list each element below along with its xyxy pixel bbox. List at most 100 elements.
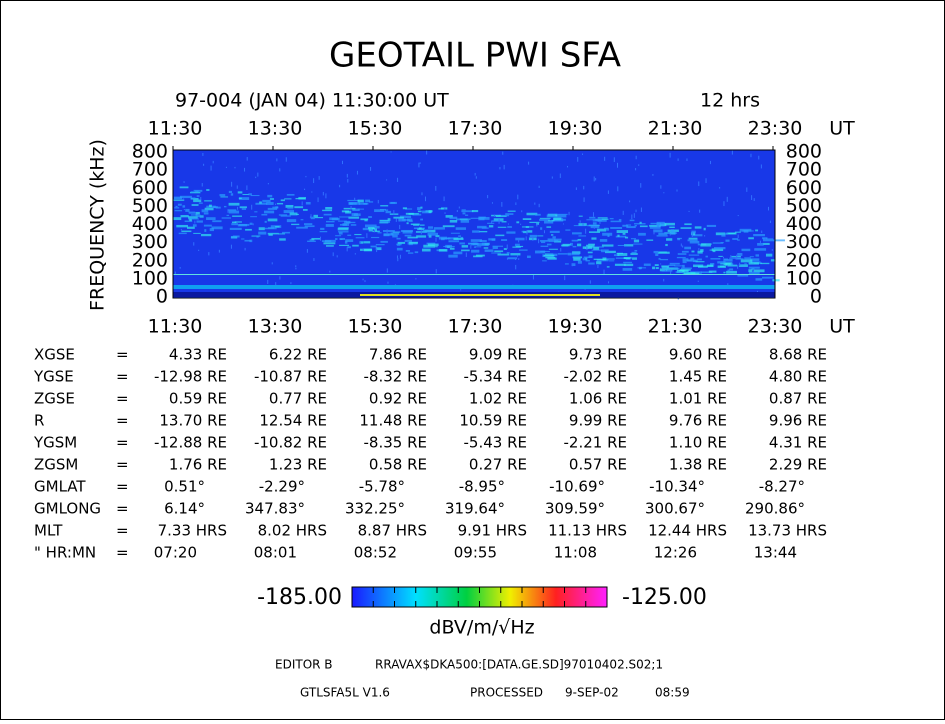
spec-cell — [723, 271, 726, 274]
spec-cell — [329, 217, 339, 221]
spec-cell — [615, 257, 628, 259]
spec-cell — [741, 248, 751, 252]
spec-cell — [692, 260, 697, 263]
row-value: 9.96 RE — [769, 412, 827, 430]
row-value: 7.86 RE — [369, 346, 427, 364]
spec-cell — [771, 249, 773, 251]
spec-cell — [548, 248, 558, 250]
time-label-top: 11:30 — [148, 118, 203, 140]
spec-cell — [495, 234, 505, 237]
spec-cell — [734, 231, 741, 233]
spec-cell — [646, 239, 654, 241]
spec-cell — [448, 240, 460, 243]
spec-cell — [386, 179, 388, 181]
spec-cell — [753, 233, 765, 237]
spec-cell — [748, 272, 760, 275]
spec-cell — [630, 238, 636, 240]
spec-cell — [487, 195, 489, 199]
spec-cell — [227, 209, 237, 212]
row-value: 0.57 RE — [569, 456, 627, 474]
spec-cell — [193, 189, 203, 192]
time-label-bottom: 19:30 — [548, 316, 603, 338]
spec-cell — [517, 194, 519, 200]
spec-cell — [347, 178, 349, 183]
spec-cell — [183, 181, 185, 183]
spec-cell — [663, 222, 675, 226]
spec-cell — [501, 239, 508, 241]
spec-cell — [677, 253, 687, 255]
spec-cell — [677, 237, 681, 241]
spec-cell — [348, 216, 360, 219]
spec-cell — [332, 252, 334, 257]
spec-cell — [470, 239, 482, 242]
spec-cell — [591, 237, 597, 240]
spec-cell — [236, 185, 238, 189]
spec-cell — [593, 258, 606, 261]
spec-cell — [241, 238, 245, 240]
spec-cell — [323, 213, 332, 216]
spec-cell — [725, 239, 730, 242]
spec-cell — [284, 198, 292, 200]
spec-cell — [478, 216, 486, 219]
spec-cell — [242, 194, 249, 196]
spec-cell — [727, 283, 729, 286]
spec-cell — [545, 256, 556, 259]
spec-cell — [329, 270, 331, 273]
spec-cell — [392, 234, 398, 238]
spec-cell — [465, 214, 469, 216]
spec-cell — [652, 266, 656, 270]
freq-tick-right: 600 — [786, 177, 822, 199]
spec-cell — [337, 227, 349, 231]
spec-cell — [596, 261, 602, 265]
spec-cell — [286, 219, 297, 223]
spec-cell — [350, 206, 352, 210]
spec-cell — [422, 210, 432, 214]
spec-cell — [399, 224, 401, 230]
spec-cell — [421, 248, 431, 252]
spec-cell — [208, 252, 210, 256]
spec-cell — [418, 162, 420, 168]
spec-cell — [499, 214, 510, 217]
spec-cell — [283, 210, 295, 214]
spec-cell — [571, 263, 576, 267]
title: GEOTAIL PWI SFA — [329, 36, 621, 76]
spec-cell — [554, 238, 562, 241]
spec-cell — [422, 229, 432, 233]
row-sep: = — [116, 500, 129, 518]
spec-cell — [602, 257, 607, 261]
spec-cell — [390, 232, 400, 235]
spec-cell — [379, 220, 390, 223]
spec-cell — [660, 185, 662, 189]
spec-cell — [173, 199, 185, 201]
spec-cell — [507, 257, 518, 260]
spec-cell — [617, 234, 620, 237]
row-value: 0.77 RE — [269, 390, 327, 408]
spec-cell — [276, 158, 278, 162]
spec-cell — [507, 210, 516, 212]
row-value: -10.69° — [549, 478, 605, 496]
spec-cell — [238, 197, 242, 199]
spec-cell — [444, 207, 446, 210]
spec-cell — [257, 172, 259, 177]
spec-cell — [397, 241, 406, 244]
spec-cell — [522, 230, 528, 234]
spec-cell — [525, 226, 529, 228]
spec-cell — [684, 272, 696, 275]
spec-cell — [547, 238, 556, 241]
spec-cell — [706, 224, 717, 227]
spec-cell — [368, 229, 373, 232]
spec-cell — [567, 165, 569, 168]
spec-cell — [678, 269, 689, 273]
spec-cell — [204, 200, 212, 202]
spec-cell — [737, 239, 740, 241]
spec-cell — [532, 274, 534, 280]
spec-cell — [573, 257, 581, 261]
spec-cell — [365, 224, 377, 228]
spec-cell — [390, 202, 396, 204]
spec-cell — [506, 258, 508, 260]
spec-cell — [643, 263, 651, 266]
spec-cell — [479, 239, 487, 243]
spec-cell — [595, 177, 597, 181]
time-unit-bottom: UT — [829, 316, 855, 338]
row-value: 1.10 RE — [669, 434, 727, 452]
